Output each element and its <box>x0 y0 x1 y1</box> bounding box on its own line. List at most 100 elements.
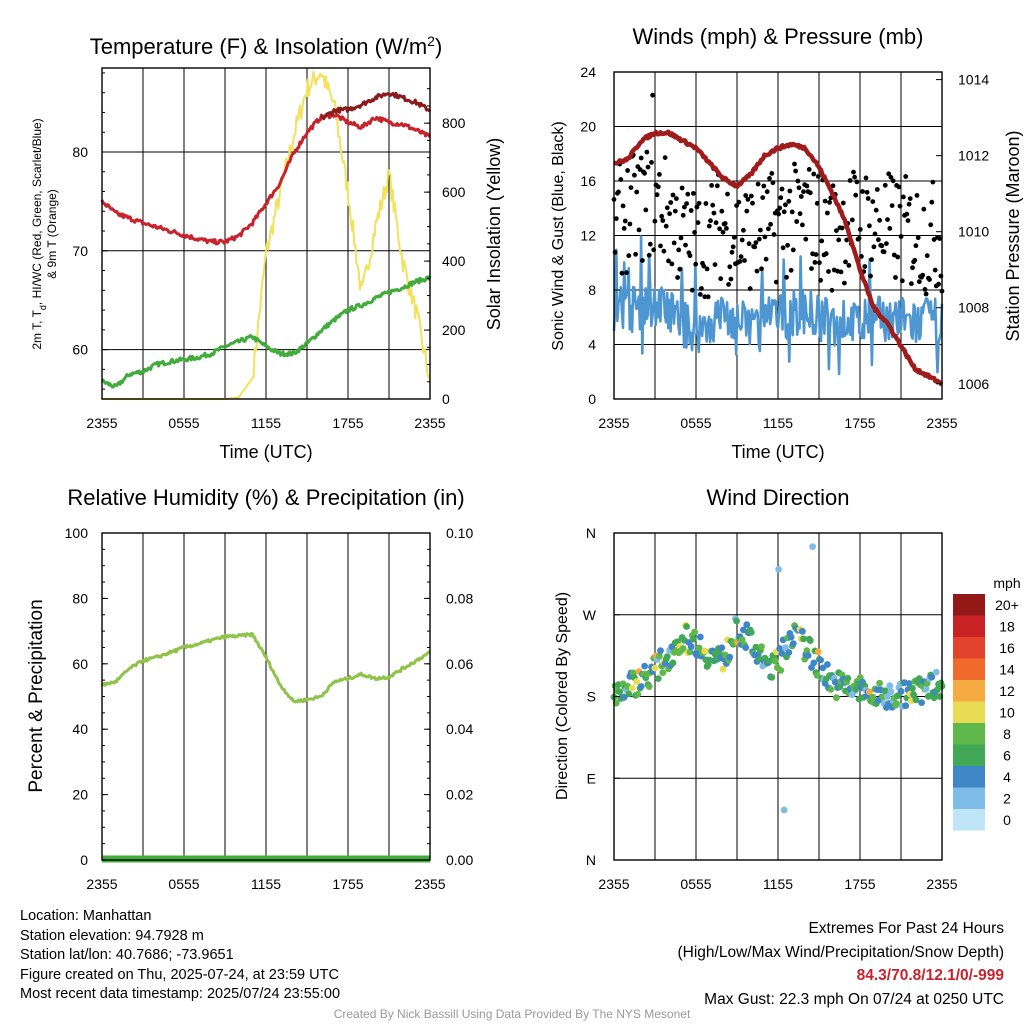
gust-point <box>712 262 718 267</box>
direction-point <box>701 647 709 655</box>
gust-point <box>909 281 914 287</box>
gust-point <box>777 205 783 211</box>
direction-point <box>641 662 648 670</box>
gust-point <box>613 216 619 222</box>
direction-point <box>902 702 910 710</box>
gust-point <box>815 174 821 179</box>
direction-point <box>810 659 818 667</box>
gust-point <box>796 185 802 191</box>
direction-point <box>687 643 695 650</box>
gust-point <box>644 149 650 155</box>
gust-point <box>693 261 699 267</box>
gust-point <box>809 266 814 271</box>
y2-tick-label: 600 <box>442 184 466 200</box>
rh-line <box>100 631 432 704</box>
direction-point <box>669 659 677 667</box>
direction-point <box>695 644 703 652</box>
gust-point <box>626 253 632 259</box>
y2-tick-label: 0.04 <box>446 721 473 737</box>
gust-point <box>736 199 742 205</box>
gust-point <box>836 237 842 243</box>
colorbar-swatch <box>953 787 985 809</box>
y2-tick-label: 1014 <box>958 72 989 88</box>
gust-point <box>713 220 719 226</box>
direction-point <box>876 679 883 687</box>
direction-point <box>686 648 694 656</box>
gust-point <box>888 174 894 180</box>
gust-point <box>710 202 716 208</box>
direction-point <box>806 637 814 644</box>
gust-point <box>652 218 658 224</box>
gust-point <box>817 260 822 266</box>
gust-point <box>726 282 731 287</box>
direction-point <box>718 644 726 652</box>
gust-point <box>885 217 890 223</box>
gust-point <box>621 226 627 231</box>
humidity-precip-panel: Relative Humidity (%) & Precipitation (i… <box>26 485 473 892</box>
gust-point <box>662 155 668 161</box>
colorbar-label: 4 <box>1003 769 1011 785</box>
gust-point <box>865 196 871 201</box>
y2-tick-label: 200 <box>442 322 466 338</box>
gust-point <box>886 171 892 177</box>
gust-point <box>781 209 787 215</box>
recent-text: Most recent data timestamp: 2025/07/24 2… <box>20 986 341 1003</box>
direction-point <box>886 682 894 690</box>
speed-colorbar: 0 2 4 6 8 10 12 14 16 18 20+ <box>953 594 1019 831</box>
gust-point <box>871 244 877 250</box>
y2-tick-label: 1008 <box>958 300 989 316</box>
gust-point <box>762 234 768 240</box>
panel3-grid <box>142 533 390 860</box>
y-tick-label: S <box>587 689 596 705</box>
gust-point <box>728 276 734 282</box>
direction-point <box>637 683 645 690</box>
gust-point <box>691 191 696 196</box>
panel1-frame <box>101 67 431 400</box>
gust-point <box>649 160 654 165</box>
gust-point <box>752 244 758 250</box>
gust-point <box>812 260 818 265</box>
gust-point <box>852 174 857 180</box>
direction-point <box>869 693 877 701</box>
gust-point <box>879 243 885 249</box>
gust-point <box>870 199 876 205</box>
direction-point <box>633 678 641 685</box>
gust-point <box>898 234 904 239</box>
gust-point <box>784 274 789 280</box>
gust-point <box>927 277 932 282</box>
gust-point <box>867 223 872 229</box>
colorbar-label: 20+ <box>995 597 1019 613</box>
direction-point <box>817 656 824 664</box>
gust-point <box>851 169 856 175</box>
direction-point <box>625 690 633 698</box>
extremes-title: Extremes For Past 24 Hours <box>808 920 1004 937</box>
y-tick-label: 40 <box>72 721 88 737</box>
gust-point <box>743 193 749 198</box>
gust-point <box>780 245 786 251</box>
gust-point <box>651 247 657 253</box>
wind-direction-panel: Wind Direction 2355 0555 1155 1755 2355NESWN… <box>554 485 1021 892</box>
gust-point <box>616 189 621 195</box>
gust-point <box>789 209 795 215</box>
panel1-ylabel-line1: 2m T, Td, HI/WC (Red, Green, Scarlet/Blu… <box>30 118 48 349</box>
direction-point <box>656 652 663 660</box>
gust-point <box>678 235 684 241</box>
direction-point <box>852 685 860 693</box>
gust-point <box>786 198 792 204</box>
gust-point <box>699 286 704 291</box>
gust-point <box>916 279 922 285</box>
direction-point <box>814 648 822 656</box>
gust-point <box>663 223 669 229</box>
colorbar-label: 18 <box>999 618 1015 634</box>
y-tick-label: 12 <box>580 228 596 244</box>
gust-point <box>725 191 730 197</box>
gust-point <box>901 194 906 200</box>
y2-tick-label: 800 <box>442 115 466 131</box>
gust-point <box>734 203 739 209</box>
gust-point <box>632 172 637 178</box>
y-tick-label: 100 <box>65 525 89 541</box>
panel3-title: Relative Humidity (%) & Precipitation (i… <box>67 485 464 510</box>
direction-point <box>866 688 873 696</box>
gust-point <box>744 208 750 214</box>
